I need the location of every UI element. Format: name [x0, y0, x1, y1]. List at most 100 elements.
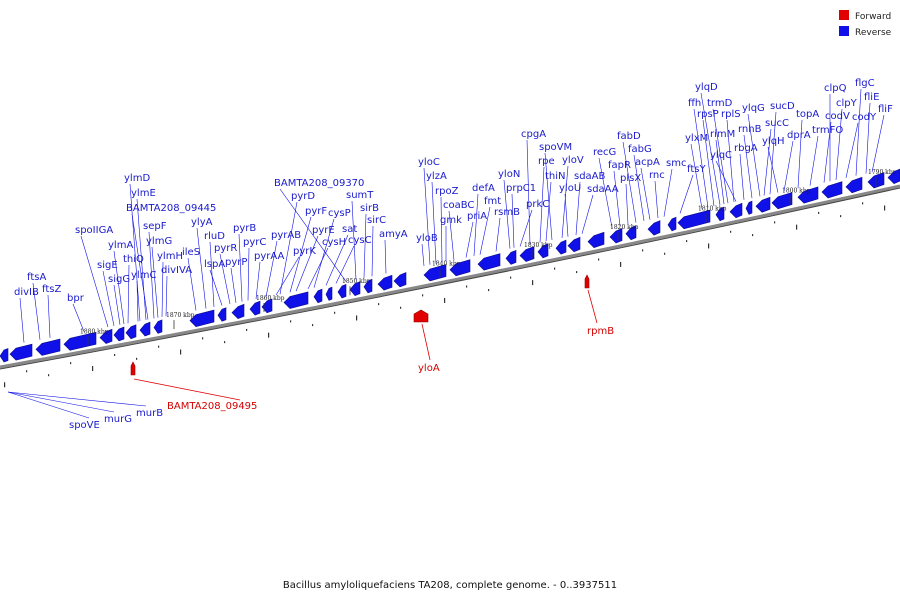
reverse-gene	[821, 181, 843, 199]
reverse-connector	[238, 233, 243, 302]
reverse-connector	[871, 114, 885, 173]
reverse-gene	[153, 319, 163, 334]
reverse-gene-label: coaBC	[443, 200, 474, 211]
reverse-connector	[625, 183, 629, 225]
reverse-connector	[7, 391, 115, 413]
reverse-connector	[797, 119, 803, 189]
reverse-gene-label: cysH	[322, 237, 346, 248]
reverse-gene-label: pyrR	[214, 243, 237, 254]
reverse-connector	[247, 247, 250, 301]
reverse-gene	[449, 259, 471, 277]
minor-tick	[620, 261, 622, 267]
reverse-gene-label: fabD	[617, 131, 641, 142]
reverse-connector	[613, 170, 621, 226]
minor-tick	[510, 276, 512, 279]
reverse-gene-label: sirC	[367, 215, 386, 226]
reverse-connector	[351, 200, 357, 280]
reverse-connector	[633, 154, 645, 221]
reverse-gene	[647, 220, 661, 236]
reverse-connector	[690, 143, 703, 209]
reverse-connector	[561, 165, 569, 238]
minor-tick	[488, 289, 490, 292]
reverse-gene-label: ylxM	[685, 133, 708, 144]
scale-label: 1870 kbp	[166, 312, 195, 319]
reverse-gene-label: ylyA	[191, 217, 213, 228]
reverse-gene	[609, 228, 623, 244]
minor-tick	[730, 230, 732, 233]
reverse-gene-label: rpoZ	[435, 186, 459, 197]
reverse-connector	[622, 141, 637, 223]
reverse-gene-label: BAMTA208_09370	[274, 178, 364, 189]
reverse-gene	[555, 239, 567, 255]
reverse-connector	[113, 250, 125, 325]
reverse-connector	[495, 217, 501, 252]
reverse-connector	[325, 234, 349, 286]
reverse-connector	[640, 167, 651, 220]
reverse-gene	[113, 326, 125, 342]
reverse-connector	[113, 284, 121, 325]
reverse-connector	[693, 108, 709, 208]
reverse-connector	[279, 188, 347, 282]
reverse-gene	[625, 225, 637, 241]
reverse-gene	[217, 307, 227, 322]
reverse-gene	[35, 338, 61, 356]
minor-tick	[598, 258, 600, 261]
minor-tick	[664, 252, 666, 255]
reverse-gene	[755, 196, 771, 213]
reverse-gene	[125, 324, 137, 340]
minor-tick	[752, 234, 754, 237]
reverse-gene-label: spoVE	[69, 420, 100, 431]
reverse-gene-label: thiN	[545, 171, 566, 182]
forward-gene-label: yloA	[418, 363, 440, 374]
legend: Forward Reverse	[839, 10, 892, 38]
reverse-gene-label: sdaAB	[574, 171, 606, 182]
reverse-gene-label: smc	[666, 158, 686, 169]
reverse-gene-label: ylmG	[146, 236, 172, 247]
reverse-gene-label: ylmD	[124, 173, 150, 184]
forward-legend-label: Forward	[855, 12, 891, 22]
genome-backbone-shadow	[0, 187, 900, 370]
minor-ticks	[4, 202, 886, 388]
reverse-connector	[479, 206, 491, 255]
reverse-connector	[845, 122, 859, 178]
reverse-gene-label: topA	[796, 109, 819, 120]
reverse-gene-label: yloN	[498, 169, 520, 180]
reverse-connector	[136, 280, 139, 322]
reverse-gene	[729, 202, 743, 219]
reverse-connector	[767, 146, 779, 193]
reverse-gene-label: lspA	[204, 259, 225, 270]
reverse-gene-label: pyrK	[293, 246, 316, 257]
reverse-gene-label: ftsZ	[42, 284, 61, 295]
reverse-connector	[295, 235, 319, 292]
genome-caption: Bacillus amyloliquefaciens TA208, comple…	[283, 580, 617, 591]
reverse-connector	[265, 240, 278, 298]
reverse-gene-label: pyrP	[225, 257, 247, 268]
minor-tick	[26, 370, 28, 373]
reverse-gene-label: sucC	[765, 118, 789, 129]
reverse-gene-label: ylqC	[710, 150, 732, 161]
reverse-connector	[363, 213, 367, 278]
scale-label: 1850 kbp	[342, 278, 371, 285]
reverse-gene-label: priA	[467, 211, 487, 222]
reverse-gene-label: fmt	[484, 196, 501, 207]
reverse-gene-label: ileS	[182, 247, 200, 258]
reverse-gene-label: pyrAB	[271, 230, 301, 241]
reverse-gene-label: ylqD	[695, 82, 718, 93]
reverse-connector	[19, 297, 25, 343]
reverse-gene	[377, 274, 393, 291]
reverse-gene-label: rplS	[721, 109, 741, 120]
reverse-connector	[763, 128, 772, 196]
reverse-gene-label: prkC	[526, 199, 549, 210]
minor-tick	[158, 345, 160, 348]
reverse-gene-label: yloB	[416, 233, 438, 244]
minor-tick	[246, 328, 248, 331]
reverse-gene	[677, 209, 711, 230]
reverse-gene-label: ylqG	[742, 103, 765, 114]
forward-gene-label: rpmB	[587, 326, 614, 337]
reverse-gene-label: sucD	[770, 101, 795, 112]
minor-tick	[202, 337, 204, 340]
reverse-gene	[337, 283, 347, 299]
reverse-connector	[219, 253, 231, 305]
minor-tick	[70, 362, 72, 365]
reverse-gene	[797, 186, 819, 204]
